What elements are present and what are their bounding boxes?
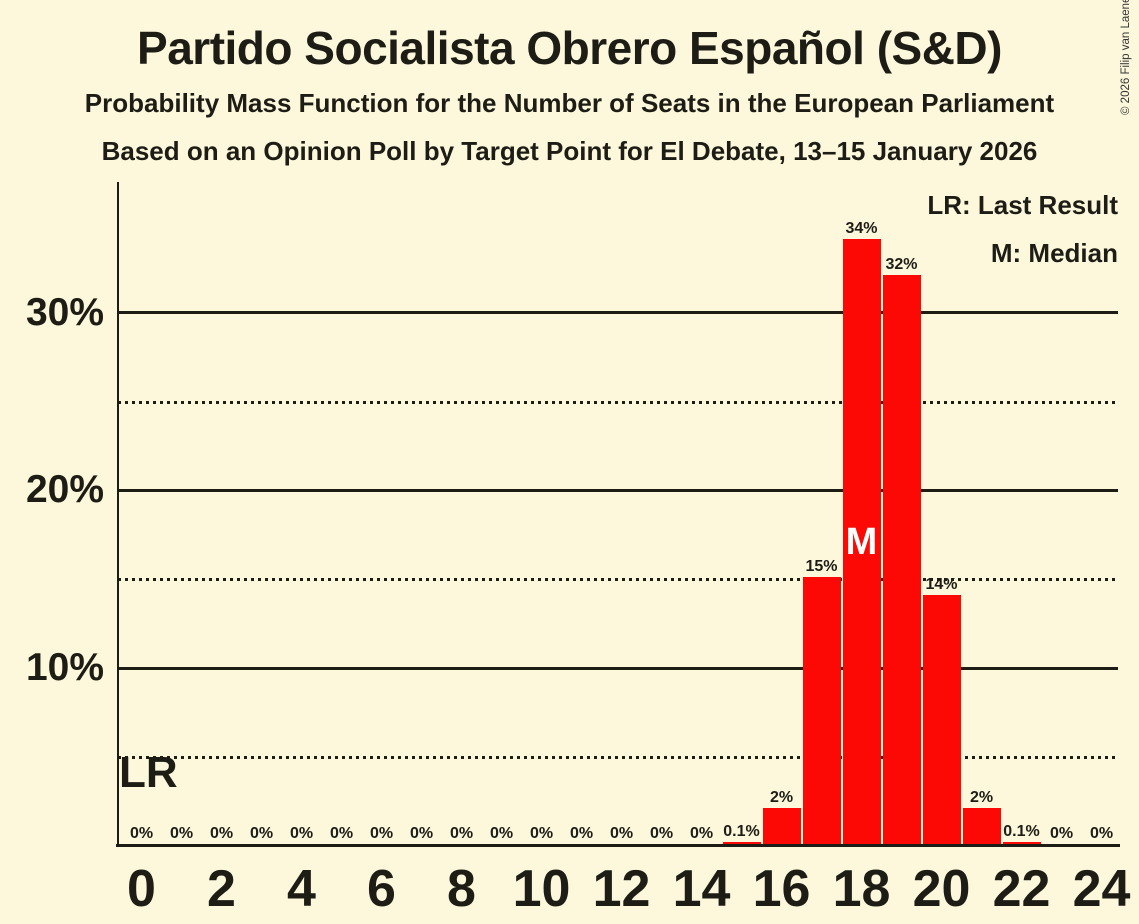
bar-value-label-seat-16: 2% xyxy=(769,789,794,807)
bar-value-label-seat-4: 0% xyxy=(289,825,314,842)
legend-median: M: Median xyxy=(990,238,1118,268)
bar-seat-20 xyxy=(922,595,961,844)
copyright-notice: © 2026 Filip van Laenen xyxy=(1120,0,1132,115)
gridline-solid-20pct xyxy=(118,488,1118,492)
y-axis-label-30pct: 30% xyxy=(25,290,104,334)
bar-value-label-seat-23: 0% xyxy=(1049,825,1074,842)
x-axis-line xyxy=(116,844,1120,847)
bar-value-label-seat-5: 0% xyxy=(329,825,354,842)
y-axis-label-10pct: 10% xyxy=(25,646,104,690)
bar-seat-16 xyxy=(762,808,801,844)
bar-seat-15 xyxy=(722,842,761,844)
x-axis-label-18: 18 xyxy=(832,860,891,918)
x-axis-label-8: 8 xyxy=(447,860,476,918)
bar-value-label-seat-19: 32% xyxy=(885,256,918,274)
bar-seat-17 xyxy=(802,577,841,844)
bar-value-label-seat-15: 0.1% xyxy=(723,823,760,841)
last-result-marker-label: LR xyxy=(119,748,178,797)
bar-seat-19 xyxy=(882,275,921,844)
x-axis-label-16: 16 xyxy=(752,860,811,918)
bar-value-label-seat-24: 0% xyxy=(1089,825,1114,842)
gridline-dotted-5pct xyxy=(118,756,1118,760)
bar-value-label-seat-21: 2% xyxy=(969,789,994,807)
x-axis-label-10: 10 xyxy=(512,860,571,918)
bar-value-label-seat-13: 0% xyxy=(649,825,674,842)
x-axis-label-20: 20 xyxy=(912,860,971,918)
bar-seat-21 xyxy=(962,808,1001,844)
bar-value-label-seat-7: 0% xyxy=(409,825,434,842)
x-axis-label-2: 2 xyxy=(207,860,236,918)
legend: LR: Last Result M: Median xyxy=(927,181,1118,277)
bar-value-label-seat-20: 14% xyxy=(925,576,958,594)
bar-value-label-seat-1: 0% xyxy=(169,825,194,842)
bar-value-label-seat-10: 0% xyxy=(529,825,554,842)
bar-seat-22 xyxy=(1002,842,1041,844)
bar-value-label-seat-11: 0% xyxy=(569,825,594,842)
x-axis-label-4: 4 xyxy=(287,860,316,918)
bar-value-label-seat-8: 0% xyxy=(449,825,474,842)
bar-seat-18 xyxy=(842,239,881,844)
bar-value-label-seat-2: 0% xyxy=(209,825,234,842)
bar-value-label-seat-6: 0% xyxy=(369,825,394,842)
y-axis-line xyxy=(117,182,119,847)
x-axis-label-0: 0 xyxy=(127,860,156,918)
bar-value-label-seat-12: 0% xyxy=(609,825,634,842)
y-axis-label-20pct: 20% xyxy=(25,468,104,512)
x-axis-label-22: 22 xyxy=(992,860,1051,918)
gridline-solid-30pct xyxy=(118,311,1118,315)
bar-value-label-seat-14: 0% xyxy=(689,825,714,842)
bar-value-label-seat-18: 34% xyxy=(845,220,878,238)
bar-value-label-seat-22: 0.1% xyxy=(1003,823,1040,841)
median-marker-letter: M xyxy=(845,520,878,563)
legend-last-result: LR: Last Result xyxy=(927,190,1118,220)
bar-value-label-seat-9: 0% xyxy=(489,825,514,842)
gridline-solid-10pct xyxy=(118,666,1118,670)
bar-value-label-seat-0: 0% xyxy=(129,825,154,842)
x-axis-label-24: 24 xyxy=(1072,860,1131,918)
x-axis-label-14: 14 xyxy=(672,860,731,918)
x-axis-label-12: 12 xyxy=(592,860,651,918)
chart-subtitle-pmf: Probability Mass Function for the Number… xyxy=(84,88,1055,118)
gridline-dotted-25pct xyxy=(118,400,1118,404)
gridline-dotted-15pct xyxy=(118,578,1118,582)
x-axis-label-6: 6 xyxy=(367,860,396,918)
bar-value-label-seat-3: 0% xyxy=(249,825,274,842)
chart-title: Partido Socialista Obrero Español (S&D) xyxy=(137,22,1002,74)
chart-subtitle-poll-source: Based on an Opinion Poll by Target Point… xyxy=(101,136,1038,166)
bar-value-label-seat-17: 15% xyxy=(805,558,838,576)
